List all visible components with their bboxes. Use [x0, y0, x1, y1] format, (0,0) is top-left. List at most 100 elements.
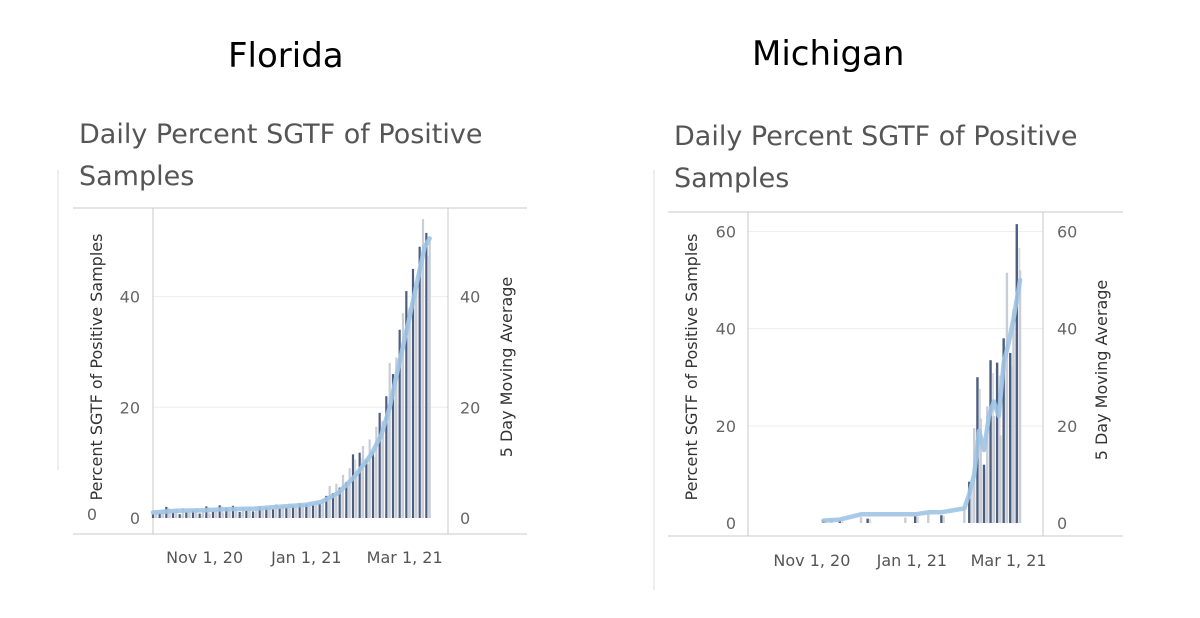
- y-tick-label: 20: [120, 398, 140, 417]
- data-bar: [385, 396, 388, 518]
- data-bar: [378, 412, 381, 518]
- data-bar: [221, 512, 225, 518]
- data-bar: [328, 485, 331, 518]
- data-bar: [238, 511, 241, 518]
- data-bar: [178, 514, 181, 518]
- data-bar: [195, 508, 198, 518]
- y2-tick-label: 40: [460, 288, 480, 307]
- data-bar: [275, 504, 278, 518]
- michigan-chart: 0 0 20 20 40 40 60 60 Nov 1, 20 Jan 1, 21 Mar 1, 2…: [653, 170, 1123, 590]
- y-tick-label: 40: [120, 288, 140, 307]
- data-bar: [995, 362, 999, 523]
- data-bar: [999, 435, 1002, 523]
- data-bar: [982, 464, 986, 523]
- x-tick-label: Jan 1, 21: [270, 548, 341, 567]
- michigan-heading: Michigan: [752, 34, 905, 74]
- data-bar: [281, 504, 285, 518]
- data-bar: [866, 518, 869, 523]
- data-bar: [979, 418, 982, 523]
- data-bar: [913, 516, 917, 523]
- data-bar: [298, 503, 301, 518]
- data-bar: [411, 268, 415, 518]
- data-bar: [331, 493, 335, 518]
- data-bar: [255, 508, 258, 518]
- data-bar: [181, 508, 185, 518]
- data-bar: [155, 511, 158, 518]
- y2-tick-label: 0: [460, 509, 470, 528]
- data-bar: [248, 506, 251, 518]
- data-bar: [188, 513, 191, 518]
- data-bar: [395, 357, 398, 518]
- data-bar: [358, 452, 361, 518]
- y2-axis-title: 5 Day Moving Average: [497, 277, 516, 458]
- data-bar: [428, 241, 431, 518]
- data-bar: [365, 459, 368, 518]
- data-bar: [151, 513, 155, 518]
- data-bar: [311, 504, 315, 518]
- y2-tick-label: 20: [1057, 417, 1077, 436]
- florida-heading: Florida: [228, 36, 344, 76]
- data-bar: [940, 515, 943, 523]
- data-bar: [927, 514, 930, 523]
- y-tick-label: 40: [716, 320, 736, 339]
- y2-axis-title: 5 Day Moving Average: [1092, 280, 1111, 461]
- data-bar: [158, 513, 161, 518]
- data-bar-secondary: [841, 520, 844, 523]
- data-bar: [381, 421, 385, 518]
- data-bar: [285, 506, 288, 518]
- data-bar: [405, 291, 408, 518]
- data-bar: [171, 512, 175, 518]
- y-tick-label: 0: [87, 505, 97, 524]
- data-bar: [168, 510, 171, 518]
- data-bar: [225, 508, 228, 518]
- data-bar: [261, 509, 265, 518]
- y-tick-label: 20: [716, 417, 736, 436]
- y2-tick-label: 60: [1057, 222, 1077, 241]
- data-bar: [235, 509, 238, 518]
- data-bar: [258, 506, 261, 518]
- data-bar: [989, 360, 992, 523]
- data-bar: [215, 509, 218, 518]
- data-bar: [904, 517, 907, 523]
- y2-tick-label: 40: [1057, 320, 1077, 339]
- data-bar: [325, 495, 328, 518]
- data-bar: [408, 307, 411, 518]
- data-bar: [421, 219, 425, 519]
- data-bar-secondary: [869, 518, 872, 523]
- data-bar: [271, 509, 275, 518]
- data-bar: [251, 511, 255, 518]
- data-bar: [191, 510, 195, 518]
- x-tick-label: Mar 1, 21: [971, 551, 1047, 570]
- data-bar: [318, 503, 321, 518]
- data-bar-secondary: [916, 516, 919, 523]
- data-bar: [1018, 270, 1022, 523]
- data-bar: [211, 511, 215, 518]
- data-bar: [1012, 309, 1015, 523]
- data-bar: [295, 507, 298, 518]
- michigan-chart-title: Daily Percent SGTF of Positive Samples: [674, 121, 1078, 194]
- data-bar: [201, 510, 205, 518]
- data-bar: [301, 505, 305, 518]
- data-bar: [388, 363, 391, 518]
- data-bar: [1002, 338, 1005, 523]
- data-bar: [425, 232, 428, 519]
- data-bar: [335, 483, 338, 518]
- data-bar: [355, 470, 358, 518]
- moving-average-line: [821, 277, 1023, 523]
- x-tick-label: Mar 1, 21: [367, 548, 443, 567]
- data-bar: [375, 426, 378, 518]
- data-bar: [398, 329, 401, 518]
- y-tick-label: 0: [130, 509, 140, 528]
- data-bar-secondary: [970, 484, 973, 523]
- y-axis-title: Percent SGTF of Positive Samples: [682, 234, 701, 501]
- data-bar: [368, 439, 371, 518]
- data-bar: [175, 509, 178, 518]
- data-bar: [361, 446, 365, 518]
- y-tick-label: 0: [726, 514, 736, 533]
- data-bar: [315, 501, 318, 518]
- moving-average-line: [150, 236, 432, 515]
- data-bar: [231, 505, 235, 518]
- data-bar: [418, 246, 421, 518]
- data-bar: [1009, 352, 1012, 523]
- data-bar: [241, 507, 245, 518]
